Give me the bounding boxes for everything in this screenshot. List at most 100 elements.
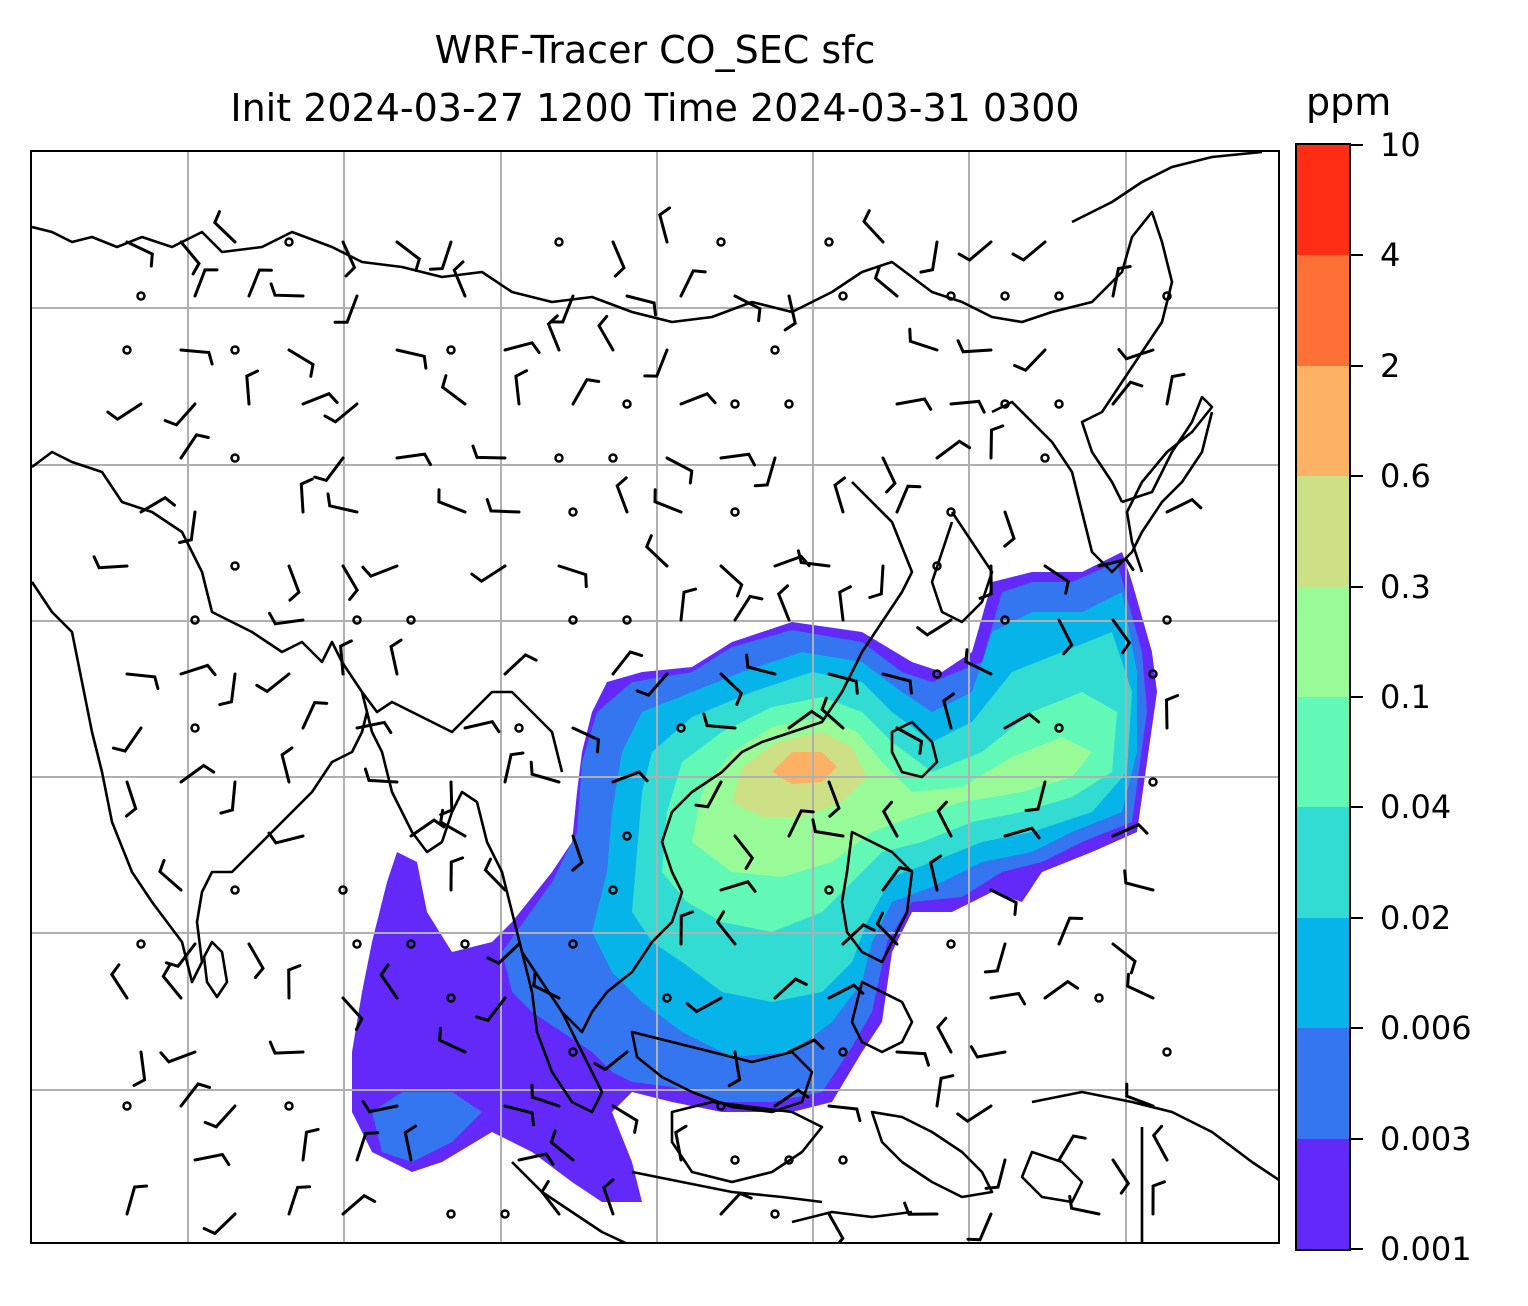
calm-marker (946, 939, 956, 949)
calm-marker (230, 885, 240, 895)
wind-barb (773, 1088, 810, 1108)
wind-barb (644, 534, 669, 568)
wind-barb (895, 397, 933, 411)
wind-barb (597, 314, 615, 352)
wind-barb (658, 206, 672, 244)
wind-barb (679, 587, 698, 622)
wind-barb (471, 444, 507, 460)
wind-barb (611, 240, 626, 278)
wind-barb (313, 456, 345, 483)
colorbar-segment (1297, 1028, 1349, 1139)
colorbar-segment (1297, 365, 1349, 477)
wind-barb (1151, 1124, 1169, 1162)
wind-barb (268, 1040, 305, 1055)
wind-barb (733, 834, 755, 870)
wind-barb (1164, 694, 1180, 730)
wind-barb (875, 911, 899, 946)
wind-barb (1043, 979, 1080, 1000)
wind-barb (593, 1050, 629, 1072)
colorbar-tick-label: 0.001 (1380, 1230, 1472, 1268)
wind-barb (355, 720, 393, 735)
calm-marker (338, 885, 348, 895)
wind-barb (1011, 240, 1047, 262)
calm-marker (190, 723, 200, 733)
wind-barb (1057, 916, 1084, 946)
colorbar-tick-label: 0.3 (1380, 567, 1431, 606)
wind-barb (956, 339, 993, 354)
calm-marker (446, 345, 456, 355)
wind-barb (247, 942, 265, 979)
wind-barb (942, 692, 955, 730)
wind-barb (106, 402, 143, 422)
wind-barb (179, 1082, 212, 1108)
wind-barb (269, 282, 305, 298)
wind-barb (163, 402, 197, 427)
wind-barb (125, 240, 154, 268)
lat-lon-gridlines (32, 152, 1278, 1242)
wind-barb (719, 564, 744, 598)
wind-barb (862, 209, 885, 244)
wind-barb (969, 1045, 1007, 1059)
wind-barb (989, 991, 1027, 1006)
wind-barb (178, 510, 197, 544)
wind-barb (395, 240, 422, 272)
wind-barb (299, 477, 314, 514)
wind-barb (1003, 712, 1041, 730)
wind-barb (557, 564, 588, 588)
wind-barb (908, 327, 939, 352)
colorbar-tick (1351, 1248, 1363, 1250)
wind-barb (827, 983, 865, 1000)
calm-marker (676, 723, 686, 733)
calm-marker (946, 507, 956, 517)
calm-marker (284, 1101, 294, 1111)
colorbar-tick-label: 0.6 (1380, 457, 1431, 496)
wind-barb (685, 996, 723, 1014)
wind-barb (989, 888, 1018, 916)
calm-marker (784, 399, 794, 409)
wind-barb (719, 880, 757, 893)
map-panel[interactable] (30, 150, 1280, 1244)
wind-barb (438, 1026, 467, 1054)
wind-barb (787, 1038, 825, 1054)
colorbar-segment (1297, 807, 1349, 918)
wind-barb (949, 399, 986, 414)
calm-marker (1000, 399, 1010, 409)
wind-barb (363, 767, 399, 784)
wind-barb (956, 1104, 993, 1124)
wind-barb (109, 963, 129, 1000)
calm-marker (730, 1155, 740, 1165)
calm-marker (1162, 1047, 1172, 1057)
calm-marker (230, 561, 240, 571)
map-canvas (32, 152, 1278, 1242)
wind-barb (549, 294, 575, 324)
wind-barb (811, 818, 845, 838)
calm-marker (1162, 615, 1172, 625)
calm-marker (838, 291, 848, 301)
calm-marker (554, 237, 564, 247)
wind-barb (161, 964, 183, 1000)
colorbar-segment (1297, 144, 1349, 256)
wind-barb (1111, 618, 1132, 655)
wind-barb (111, 726, 143, 753)
wind-barb (179, 433, 210, 460)
calm-marker (568, 939, 578, 949)
colorbar-tick-label: 10 (1380, 126, 1421, 164)
wind-barb (1003, 510, 1016, 548)
wind-barb (1111, 1158, 1131, 1195)
calm-marker (230, 345, 240, 355)
wind-barb (1151, 1180, 1166, 1216)
wind-barb (1068, 1194, 1101, 1216)
calm-marker (352, 615, 362, 625)
wind-barb (571, 378, 601, 406)
wind-barb (903, 1201, 939, 1216)
wind-barb (218, 672, 237, 707)
wind-barb (323, 402, 359, 424)
wind-barb (301, 1127, 320, 1162)
wind-barb (503, 653, 538, 676)
wind-barb (437, 488, 467, 514)
colorbar-tick-label: 2 (1380, 346, 1401, 385)
calm-marker (824, 885, 834, 895)
wind-barb (881, 672, 913, 695)
wind-barb (247, 268, 273, 298)
wind-barb (193, 268, 219, 298)
